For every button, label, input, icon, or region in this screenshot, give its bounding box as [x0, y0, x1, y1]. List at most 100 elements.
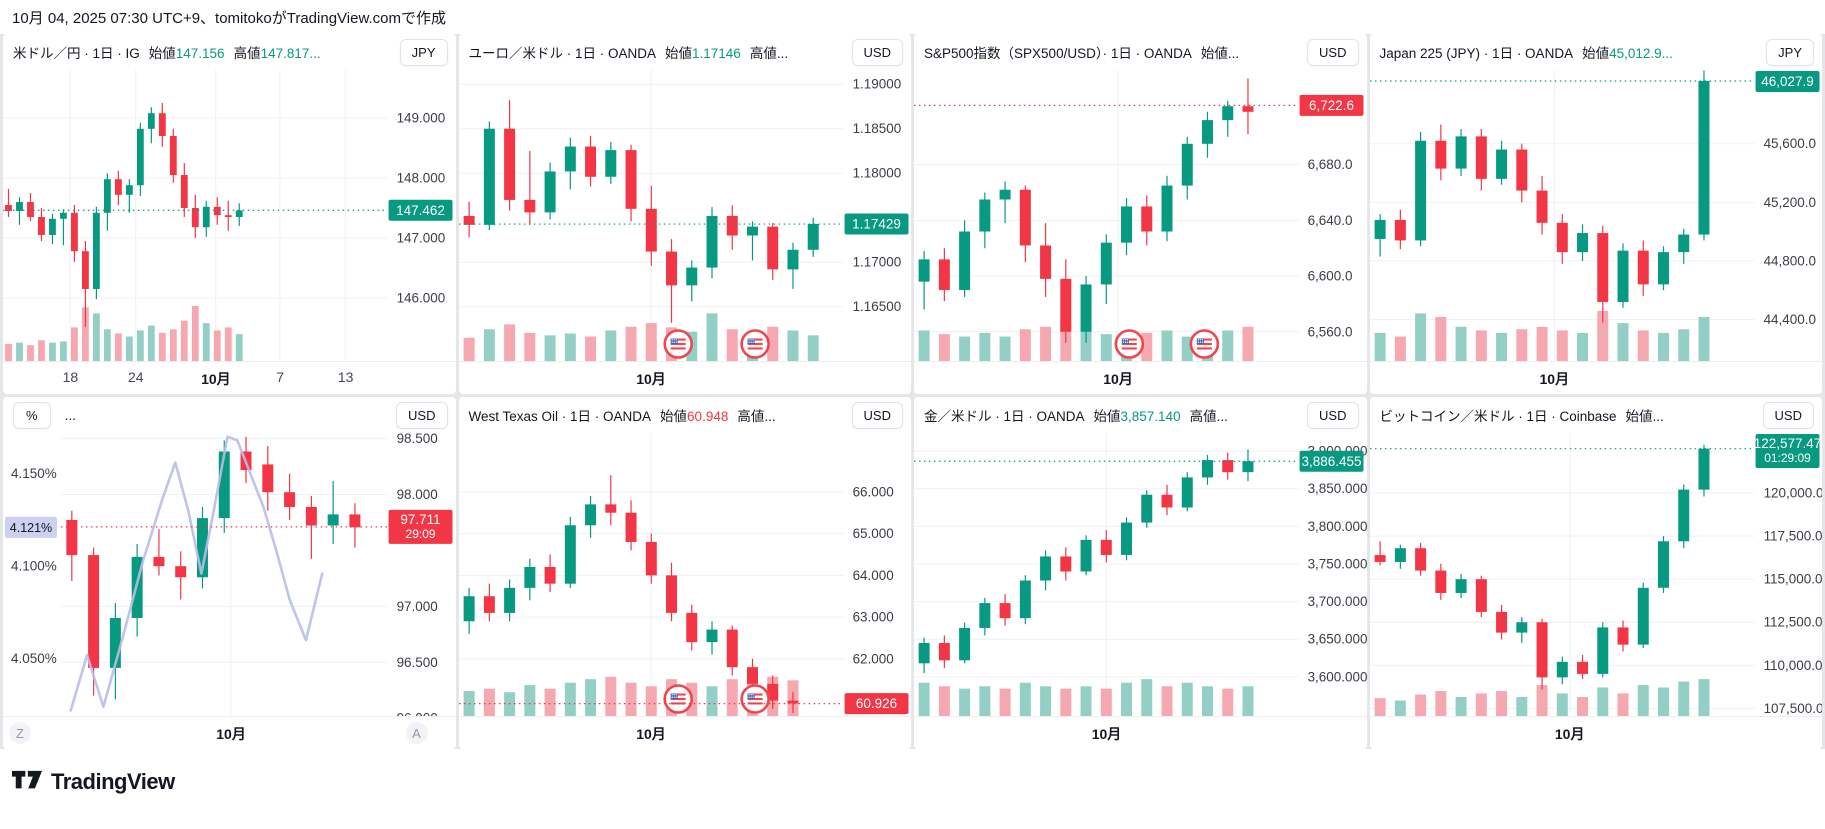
svg-text:3,650.000: 3,650.000	[1308, 632, 1367, 647]
currency-badge[interactable]: USD	[851, 38, 903, 66]
currency-badge[interactable]: JPY	[399, 38, 448, 66]
panel-header: S&P500指数（SPX500/USD）· 1日 · OANDA 始値... U…	[914, 34, 1367, 70]
price-axis[interactable]: 120,000.00 117,500.00 115,000.00 112,500.00…	[1763, 486, 1822, 716]
panel-header: ユーロ／米ドル · 1日 · OANDA 始値1.17146 高値... USD	[459, 34, 912, 70]
candles-layer	[5, 103, 243, 327]
panel-header: ビットコイン／米ドル · 1日 · Coinbase 始値... USD	[1370, 397, 1823, 433]
svg-text:3,886.455: 3,886.455	[1302, 454, 1362, 469]
svg-text:110,000.00: 110,000.00	[1763, 658, 1822, 673]
symbol-title[interactable]: S&P500指数（SPX500/USD）· 1日 · OANDA	[924, 46, 1192, 61]
economic-event-us-flag-icon[interactable]	[739, 329, 770, 359]
economic-event-us-flag-icon[interactable]	[662, 329, 693, 359]
svg-text:6,560.0: 6,560.0	[1308, 324, 1353, 339]
economic-event-us-flag-icon[interactable]	[1189, 329, 1220, 359]
symbol-title[interactable]: Japan 225 (JPY) · 1日 · OANDA	[1379, 46, 1574, 61]
currency-badge[interactable]: USD	[1307, 38, 1359, 66]
svg-text:1.17000: 1.17000	[852, 255, 901, 270]
ohlc-values: 始値1.17146 高値...	[656, 42, 788, 62]
svg-text:149.000: 149.000	[397, 110, 446, 125]
candles-layer	[66, 436, 361, 700]
economic-event-us-flag-icon[interactable]	[739, 684, 770, 714]
ohlc-values: 始値...	[1617, 405, 1664, 425]
chart-canvas[interactable]: 66.000 65.000 64.000 63.000 62.000 60.926	[458, 433, 912, 716]
time-axis[interactable]: 10月	[1369, 716, 1822, 749]
chart-canvas[interactable]: 149.000 148.000 147.000 146.000 147.462	[3, 70, 456, 361]
svg-text:122,577.47: 122,577.47	[1753, 436, 1820, 451]
price-axis[interactable]: 3,900.0003,850.0003,800.0003,750.0003,70…	[1308, 444, 1367, 685]
time-axis[interactable]: 10月	[458, 361, 911, 394]
svg-text:96.500: 96.500	[397, 655, 438, 670]
price-axis[interactable]: 98.500 98.000 97.000 96.500 96.000 4.150% 4.10…	[11, 433, 438, 716]
svg-text:45,200.0: 45,200.0	[1763, 195, 1815, 210]
panel-header: 米ドル／円 · 1日 · IG 始値147.156 高値147.817... JP…	[3, 34, 456, 70]
time-axis[interactable]: 10月	[914, 716, 1367, 749]
auto-scale-button[interactable]: A	[405, 722, 428, 744]
price-axis[interactable]: 6,680.0 6,640.0 6,600.0 6,560.0	[1308, 157, 1353, 339]
svg-text:3,800.000: 3,800.000	[1308, 519, 1367, 534]
time-axis[interactable]: 10月	[914, 361, 1367, 394]
symbol-title[interactable]: ビットコイン／米ドル · 1日 · Coinbase	[1379, 409, 1617, 424]
chart-canvas[interactable]: 45,600.0 45,200.0 44,800.0 44,400.0 46,027.9	[1369, 70, 1823, 361]
tradingview-logo-icon	[12, 770, 42, 788]
price-axis[interactable]: 149.000 148.000 147.000 146.000	[397, 110, 446, 305]
chart-canvas[interactable]: 1.19000 1.18500 1.18000 1.17000 1.16500 1.174…	[458, 70, 912, 361]
svg-text:96.000: 96.000	[397, 711, 438, 716]
svg-text:1.17429: 1.17429	[852, 217, 901, 232]
timezone-button[interactable]: Z	[9, 722, 31, 744]
economic-event-us-flag-icon[interactable]	[1114, 329, 1145, 359]
svg-text:97.000: 97.000	[397, 599, 438, 614]
percent-scale-badge[interactable]: %	[13, 401, 51, 429]
last-price-label: 6,722.6	[1299, 94, 1364, 116]
time-axis[interactable]: 10月	[1369, 361, 1822, 394]
symbol-title[interactable]: ユーロ／米ドル · 1日 · OANDA	[468, 46, 657, 61]
candles-layer	[463, 475, 798, 714]
time-axis[interactable]: 10月 Z A	[3, 716, 456, 749]
symbol-title[interactable]: 金／米ドル · 1日 · OANDA	[924, 409, 1085, 424]
chart-panel-1: ユーロ／米ドル · 1日 · OANDA 始値1.17146 高値... USD …	[458, 34, 912, 394]
time-axis[interactable]: 10月	[458, 716, 911, 749]
currency-badge[interactable]: USD	[1307, 401, 1359, 429]
tradingview-brand-text: TradingView	[51, 769, 175, 794]
snapshot-created-text: 10月 04, 2025 07:30 UTC+9、tomitokoがTradin…	[12, 9, 446, 27]
svg-text:117,500.00: 117,500.00	[1763, 529, 1822, 544]
chart-panel-0: 米ドル／円 · 1日 · IG 始値147.156 高値147.817... JP…	[3, 34, 456, 394]
left-axis-tick: 4.150%	[11, 466, 57, 481]
svg-text:147.000: 147.000	[397, 230, 446, 245]
left-price-label: 4.121%	[4, 516, 57, 538]
svg-text:1.18500: 1.18500	[852, 121, 901, 136]
currency-badge[interactable]: JPY	[1766, 38, 1814, 66]
symbol-title[interactable]: West Texas Oil · 1日 · OANDA	[468, 409, 652, 424]
price-axis[interactable]: 1.19000 1.18500 1.18000 1.17000 1.16500	[852, 77, 901, 314]
header-value: 始値45,012.9...	[1582, 46, 1673, 61]
currency-badge[interactable]: USD	[851, 401, 903, 429]
currency-badge[interactable]: USD	[1762, 401, 1814, 429]
chart-canvas[interactable]: 6,680.0 6,640.0 6,600.0 6,560.0 6,722.6	[914, 70, 1367, 361]
economic-event-us-flag-icon[interactable]	[662, 684, 693, 714]
left-axis-tick: 4.100%	[11, 559, 57, 574]
last-price-label: 46,027.9	[1755, 71, 1820, 92]
time-axis-label: 10月	[216, 726, 246, 742]
chart-canvas[interactable]: 98.500 98.000 97.000 96.500 96.000 4.150% 4.10…	[3, 433, 456, 716]
svg-text:3,600.000: 3,600.000	[1308, 669, 1367, 684]
svg-text:146.000: 146.000	[397, 290, 446, 305]
header-value: 始値3,857.140	[1093, 409, 1181, 424]
chart-canvas[interactable]: 3,900.0003,850.0003,800.0003,750.0003,70…	[914, 433, 1367, 716]
symbol-title[interactable]: 米ドル／円 · 1日 · IG	[13, 46, 140, 61]
symbol-title[interactable]: ...	[64, 407, 76, 423]
time-axis-label: 10月	[636, 726, 666, 742]
svg-text:46,027.9: 46,027.9	[1761, 74, 1813, 89]
chart-panel-2: S&P500指数（SPX500/USD）· 1日 · OANDA 始値... U…	[914, 34, 1367, 394]
svg-text:97.711: 97.711	[400, 512, 440, 527]
time-axis[interactable]: 18 24 10月 7 13	[3, 361, 456, 394]
price-axis[interactable]: 66.000 65.000 64.000 63.000 62.000	[852, 484, 893, 666]
price-axis[interactable]: 45,600.0 45,200.0 44,800.0 44,400.0	[1763, 136, 1815, 327]
header-value: 高値...	[737, 409, 776, 424]
svg-text:6,600.0: 6,600.0	[1308, 269, 1353, 284]
volume-bars	[1374, 679, 1709, 716]
grid-lines	[458, 70, 844, 361]
svg-text:147.462: 147.462	[396, 203, 445, 218]
time-axis-label: 24	[128, 369, 144, 385]
currency-badge[interactable]: USD	[396, 401, 448, 429]
chart-canvas[interactable]: 120,000.00 117,500.00 115,000.00 112,500.00…	[1369, 433, 1823, 716]
